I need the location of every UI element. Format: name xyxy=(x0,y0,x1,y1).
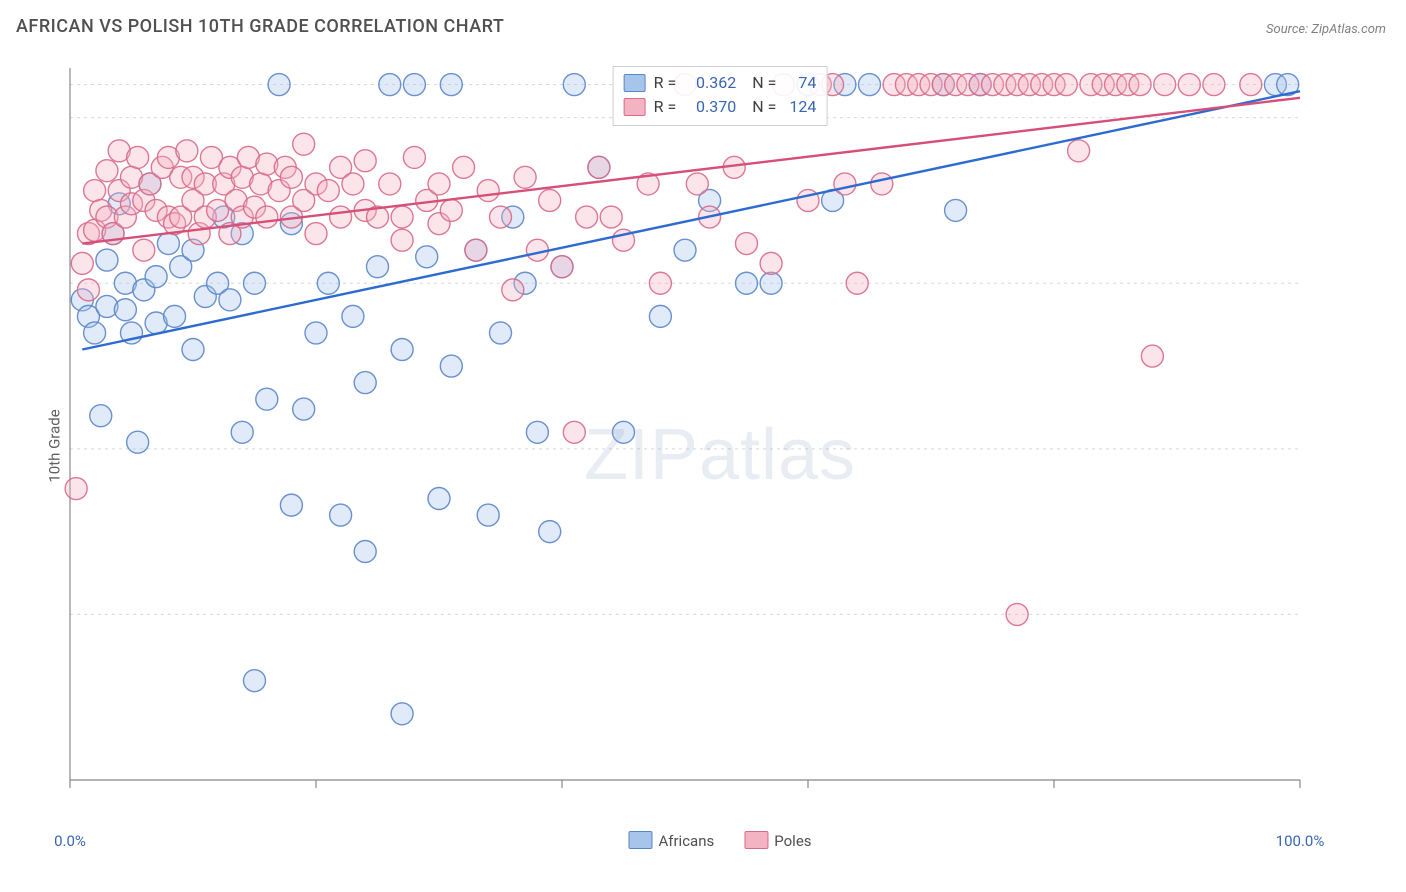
legend-label: Poles xyxy=(774,832,811,850)
stat-swatch xyxy=(624,98,646,116)
legend-swatch xyxy=(744,831,768,849)
legend-item: Africans xyxy=(628,831,714,850)
stat-label-n: N = xyxy=(752,71,776,95)
legend-swatch xyxy=(628,831,652,849)
bottom-legend: Africans Poles xyxy=(628,831,811,850)
stat-label-r: R = xyxy=(654,95,677,119)
plot-area: ZIPatlas R =0.362N =74R =0.370N =124 Afr… xyxy=(60,60,1380,820)
chart-container: AFRICAN VS POLISH 10TH GRADE CORRELATION… xyxy=(0,0,1406,892)
stat-value-n: 74 xyxy=(784,71,816,95)
stat-label-r: R = xyxy=(654,71,677,95)
legend-label: Africans xyxy=(658,832,714,850)
x-tick-label: 100.0% xyxy=(1276,832,1325,850)
chart-source: Source: ZipAtlas.com xyxy=(1266,22,1386,37)
stat-row: R = 0.370 N = 124 xyxy=(624,95,817,119)
stat-value-n: 124 xyxy=(784,95,816,119)
stat-box: R = 0.362 N = 74 R = 0.370 N = 124 xyxy=(613,66,828,126)
legend-item: Poles xyxy=(744,831,811,850)
stat-row: R = 0.362 N = 74 xyxy=(624,71,817,95)
stat-label-n: N = xyxy=(752,95,776,119)
stat-swatch xyxy=(624,74,646,92)
x-tick-label: 0.0% xyxy=(54,832,86,850)
plot-svg xyxy=(60,60,1380,820)
stat-value-r: 0.370 xyxy=(684,95,736,119)
chart-title: AFRICAN VS POLISH 10TH GRADE CORRELATION… xyxy=(16,16,504,37)
stat-value-r: 0.362 xyxy=(684,71,736,95)
